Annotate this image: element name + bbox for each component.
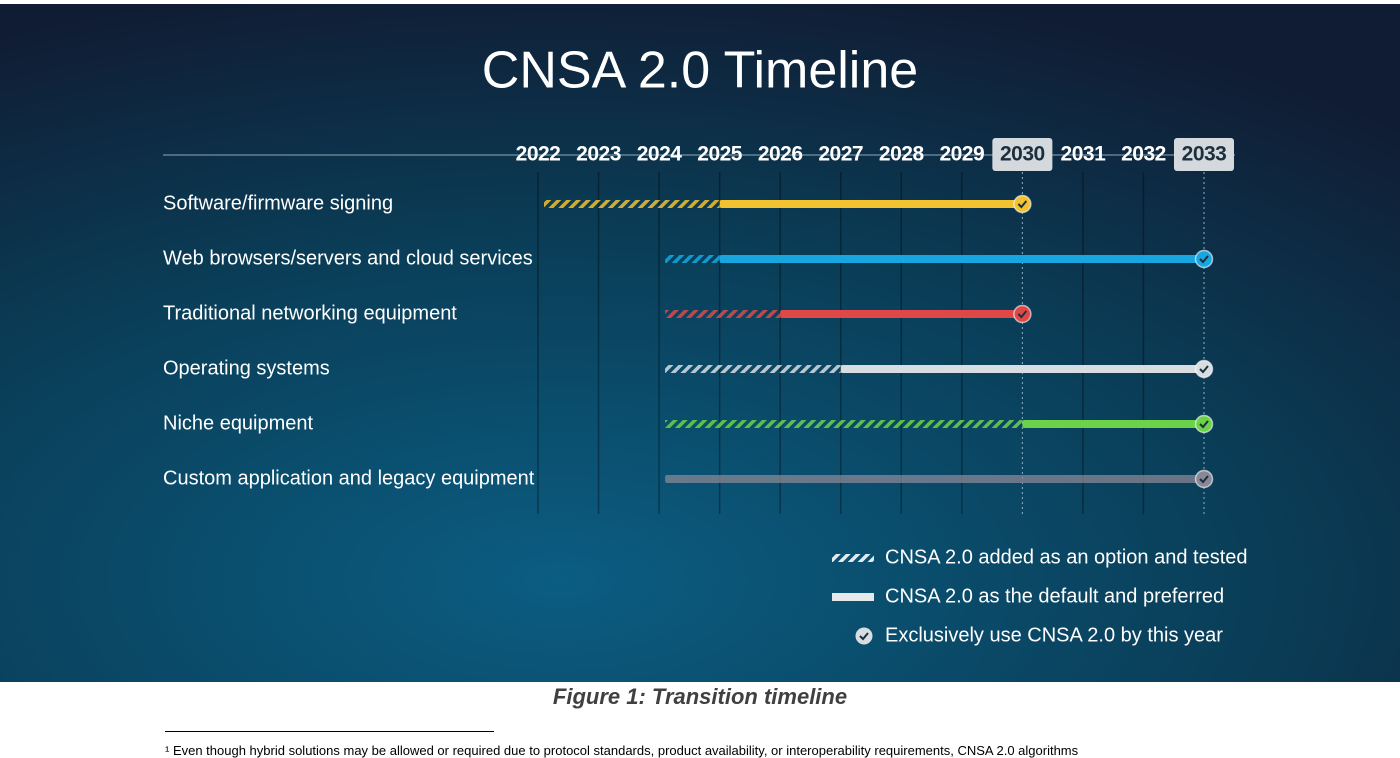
tick-highlight (1174, 138, 1234, 171)
x-tick-label: 2031 (1061, 143, 1107, 166)
x-tick-label: 2029 (939, 143, 984, 166)
end-marker (1194, 469, 1214, 489)
option-segment (665, 365, 841, 373)
option-segment (665, 420, 1023, 428)
end-marker (1194, 359, 1214, 379)
legend-label: Exclusively use CNSA 2.0 by this year (885, 624, 1223, 646)
option-segment (665, 255, 720, 263)
end-circle (1194, 359, 1214, 379)
x-tick-label: 2026 (758, 143, 803, 166)
check (1199, 255, 1209, 264)
x-tick-label: 2023 (576, 143, 621, 166)
end-marker (1013, 194, 1032, 214)
row-label: Traditional networking equipment (163, 302, 457, 324)
default-segment (1022, 420, 1204, 428)
x-tick-label: 2022 (516, 143, 561, 166)
footnote: ¹ Even though hybrid solutions may be al… (165, 743, 1079, 758)
legend-hatch (832, 554, 874, 562)
x-tick-label: 2030 (1000, 143, 1045, 166)
option-segment (665, 310, 781, 318)
check (1017, 200, 1028, 209)
default-segment (719, 200, 1023, 208)
end-circle (1194, 249, 1214, 269)
check (859, 632, 869, 641)
caption: Figure 1: Transition timeline (552, 684, 848, 709)
end-marker (1194, 249, 1214, 269)
end-circle (1013, 194, 1032, 214)
background (0, 4, 1400, 682)
row-label: Software/firmware signing (163, 192, 393, 214)
chart-title: CNSA 2.0 Timeline (482, 42, 918, 100)
legend-check (855, 627, 873, 645)
legend-solid (832, 593, 874, 601)
legend-label: CNSA 2.0 added as an option and tested (885, 546, 1248, 568)
option-segment (544, 200, 720, 208)
footnote-rule (165, 731, 494, 732)
tick-highlight (992, 138, 1053, 171)
check (1199, 365, 1209, 374)
legend-label: CNSA 2.0 as the default and preferred (885, 585, 1224, 607)
end-circle (1194, 469, 1214, 489)
check (1199, 420, 1209, 429)
row-label: Custom application and legacy equipment (163, 467, 535, 489)
end-marker (1013, 304, 1032, 324)
default-segment (780, 310, 1023, 318)
default-segment (840, 365, 1204, 373)
x-tick-label: 2025 (697, 143, 743, 166)
x-tick-label: 2024 (637, 143, 683, 166)
figure: CNSA 2.0 Timeline 2022 2023 2024 2025 2026 20… (0, 4, 1400, 682)
check (1017, 310, 1028, 319)
legacy-segment (665, 475, 1204, 483)
end-circle (1194, 414, 1214, 434)
x-tick-label: 2028 (879, 143, 925, 166)
end-marker (1194, 414, 1214, 434)
row-label: Operating systems (163, 357, 330, 379)
x-tick-label: 2033 (1182, 143, 1227, 166)
row-label: Niche equipment (163, 412, 314, 434)
default-segment (719, 255, 1204, 263)
x-tick-label: 2027 (818, 143, 863, 166)
end-circle (1013, 304, 1032, 324)
legend-circle (855, 627, 873, 645)
check (1199, 475, 1209, 484)
row-label: Web browsers/servers and cloud services (163, 247, 533, 269)
x-tick-label: 2032 (1121, 143, 1166, 166)
